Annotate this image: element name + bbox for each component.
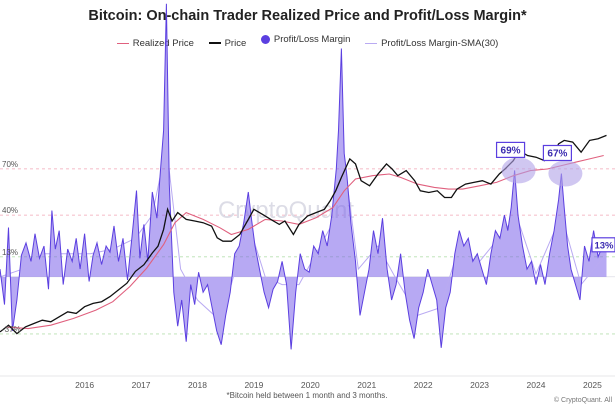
- legend-item-profit-loss-margin[interactable]: Profit/Loss Margin: [260, 34, 351, 45]
- legend-line-icon: [365, 43, 378, 44]
- annotation-label: 13%: [594, 240, 614, 251]
- annotation-highlight: [548, 160, 583, 187]
- footnote-text: *Bitcoin held between 1 month and 3 mont…: [227, 391, 388, 400]
- y-tick-label: 70%: [2, 160, 18, 169]
- x-tick-label: 2025: [583, 380, 602, 390]
- margin-area: [0, 3, 607, 350]
- x-tick-label: 2016: [75, 380, 94, 390]
- annotation-box: [591, 237, 615, 253]
- x-tick-label: 2022: [414, 380, 433, 390]
- chart-title: Bitcoin: On-chain Trader Realized Price …: [88, 8, 527, 24]
- annotation-box: [495, 141, 526, 158]
- y-tick-label: -37%: [2, 325, 21, 334]
- legend-label: Profit/Loss Margin-SMA(30): [381, 38, 499, 49]
- legend-label: Price: [224, 37, 247, 49]
- x-tick-label: 2024: [527, 380, 546, 390]
- y-tick-label: 40%: [2, 206, 18, 215]
- legend-item-realized-price[interactable]: Realized Price: [116, 38, 194, 49]
- annotation-highlight: [501, 157, 536, 184]
- legend-line-icon: [208, 42, 221, 44]
- legend-label: Realized Price: [132, 38, 194, 49]
- x-tick-label: 2019: [244, 380, 263, 390]
- annotation-label: 67%: [547, 148, 567, 159]
- margin-area-layer: [0, 3, 607, 350]
- margin-sma-line: [0, 145, 607, 317]
- legend-dot-icon: [260, 35, 270, 44]
- credit-text: © CryptoQuant. All: [554, 396, 613, 404]
- x-axis-labels: 2016 2017 2018 2019 2020 2021 2022 2023 2024 2025: [75, 380, 602, 390]
- annotation-label: 69%: [501, 145, 521, 156]
- x-tick-label: 2020: [301, 380, 320, 390]
- annotation-box: [542, 144, 572, 162]
- x-tick-label: 2018: [188, 380, 207, 390]
- y-tick-label: 13%: [2, 248, 18, 257]
- legend-line-icon: [116, 43, 129, 44]
- annotations-layer: 69% 67% 13%: [495, 141, 615, 253]
- legend-item-price[interactable]: Price: [208, 37, 247, 49]
- x-tick-label: 2023: [470, 380, 489, 390]
- margin-line: [0, 3, 607, 350]
- y-axis-labels: 70% 40% 13% -37%: [2, 160, 21, 334]
- x-tick-label: 2021: [357, 380, 376, 390]
- legend-label: Profit/Loss Margin: [273, 34, 351, 45]
- legend-item-margin-sma[interactable]: Profit/Loss Margin-SMA(30): [365, 38, 498, 49]
- x-tick-label: 2017: [132, 380, 151, 390]
- chart-legend: Realized Price Price Profit/Loss Margin …: [0, 34, 615, 49]
